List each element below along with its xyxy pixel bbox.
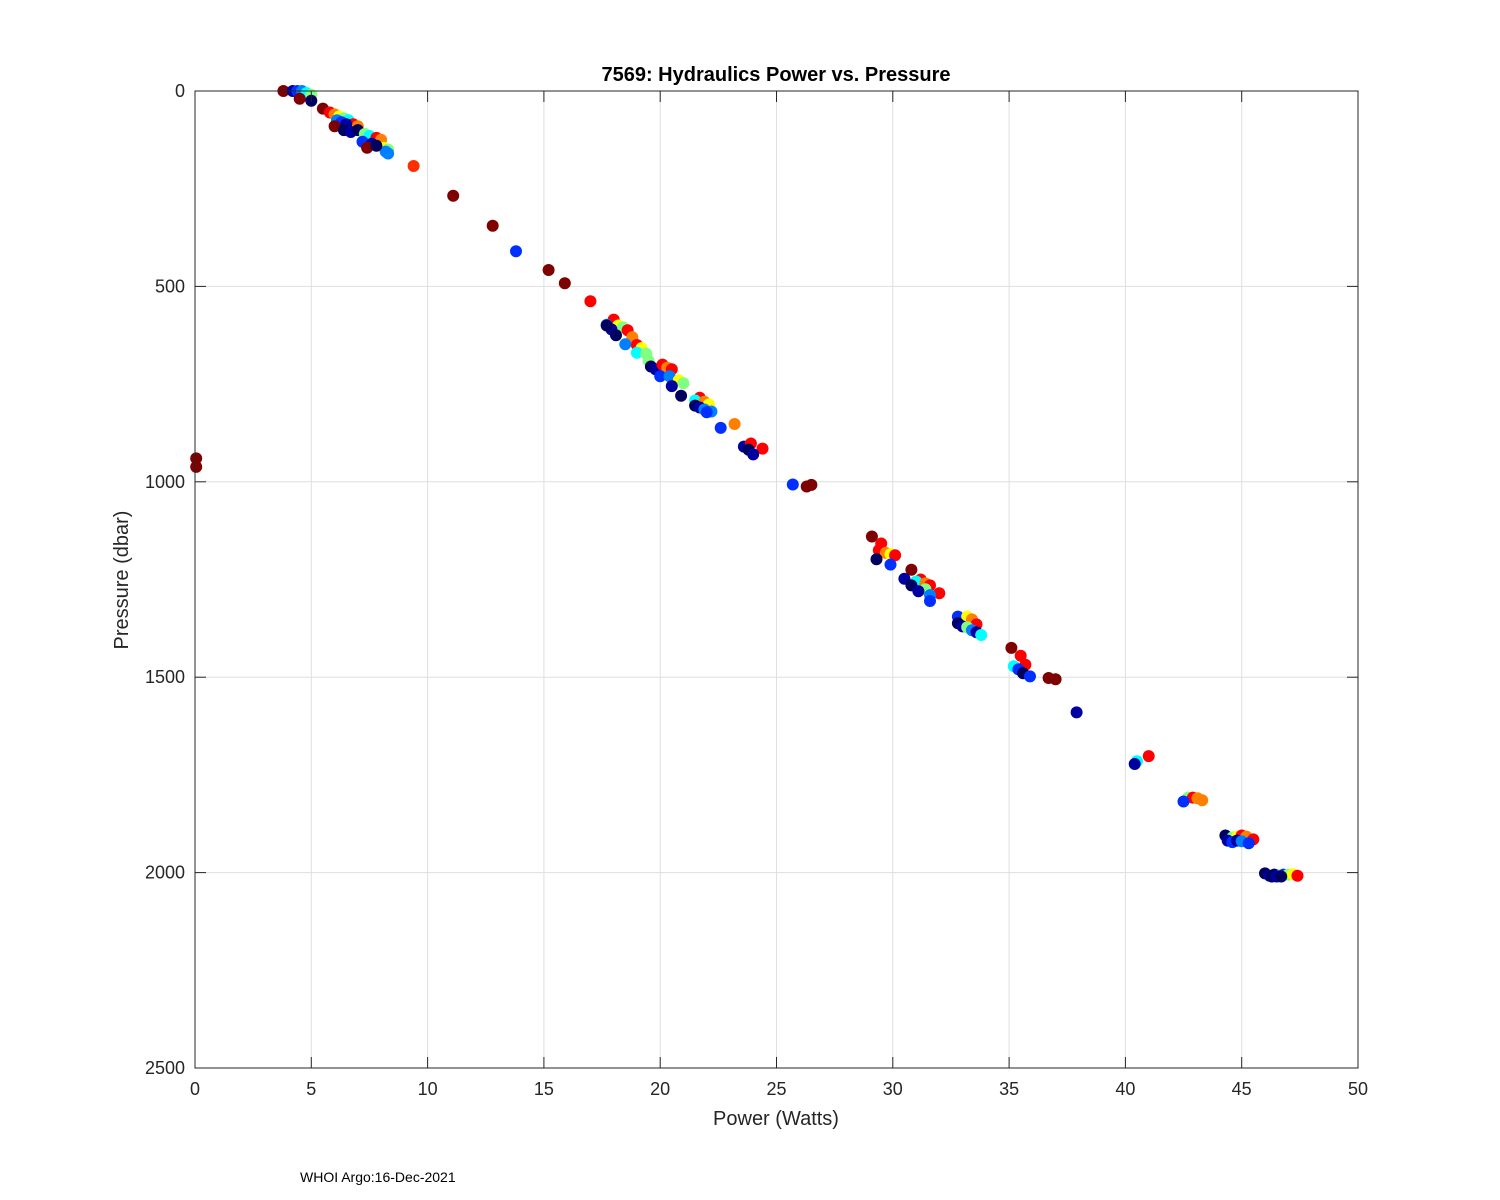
data-point bbox=[663, 370, 676, 383]
y-tick-label: 500 bbox=[155, 276, 185, 296]
data-point bbox=[865, 530, 878, 543]
data-point bbox=[677, 377, 690, 390]
x-tick-label: 10 bbox=[418, 1079, 438, 1099]
y-tick-label: 1000 bbox=[145, 472, 185, 492]
data-point bbox=[190, 452, 203, 465]
y-tick-label: 2500 bbox=[145, 1058, 185, 1078]
x-tick-label: 5 bbox=[306, 1079, 316, 1099]
x-tick-label: 15 bbox=[534, 1079, 554, 1099]
data-point bbox=[447, 189, 460, 202]
x-tick-label: 50 bbox=[1348, 1079, 1368, 1099]
data-point bbox=[654, 370, 667, 383]
data-point bbox=[558, 277, 571, 290]
chart-title: 7569: Hydraulics Power vs. Pressure bbox=[601, 64, 950, 86]
data-point bbox=[728, 418, 741, 430]
x-tick-label: 20 bbox=[650, 1079, 670, 1099]
data-point bbox=[1049, 673, 1062, 686]
data-point bbox=[630, 346, 643, 359]
data-point bbox=[619, 338, 632, 351]
data-point bbox=[542, 264, 555, 276]
data-point bbox=[675, 389, 688, 402]
data-point bbox=[361, 141, 374, 154]
y-tick-label: 2000 bbox=[145, 863, 185, 883]
data-point bbox=[889, 549, 902, 562]
data-point bbox=[610, 329, 622, 342]
x-tick-label: 0 bbox=[190, 1079, 200, 1099]
data-point bbox=[328, 120, 341, 133]
data-point bbox=[1142, 750, 1155, 763]
data-point bbox=[486, 219, 499, 232]
data-point bbox=[1291, 869, 1304, 882]
data-point bbox=[700, 406, 713, 419]
data-point bbox=[370, 139, 383, 152]
data-point bbox=[905, 563, 918, 576]
data-point bbox=[584, 295, 597, 308]
data-point bbox=[805, 478, 818, 491]
data-point bbox=[1024, 670, 1036, 683]
x-tick-label: 40 bbox=[1115, 1079, 1135, 1099]
data-point bbox=[510, 245, 522, 258]
data-point bbox=[382, 147, 395, 160]
y-tick-label: 1500 bbox=[145, 667, 185, 687]
data-point bbox=[665, 380, 678, 393]
data-point bbox=[1070, 706, 1083, 719]
data-point bbox=[1177, 795, 1190, 808]
data-point bbox=[1196, 794, 1209, 807]
data-point bbox=[600, 319, 613, 332]
data-point bbox=[975, 629, 988, 641]
data-point bbox=[786, 478, 799, 491]
x-tick-label: 35 bbox=[999, 1079, 1019, 1099]
data-point bbox=[884, 558, 897, 571]
x-tick-label: 30 bbox=[883, 1079, 903, 1099]
data-point bbox=[190, 460, 203, 473]
data-point bbox=[747, 448, 760, 461]
data-point bbox=[912, 585, 925, 598]
x-tick-label: 25 bbox=[766, 1079, 786, 1099]
data-point bbox=[714, 421, 727, 434]
data-point bbox=[870, 553, 883, 566]
data-point bbox=[1242, 837, 1255, 850]
data-point bbox=[293, 92, 306, 105]
data-point bbox=[1014, 649, 1027, 662]
data-points bbox=[190, 85, 1304, 883]
data-point bbox=[924, 595, 936, 607]
data-point bbox=[933, 587, 946, 600]
x-tick-label: 45 bbox=[1232, 1079, 1252, 1099]
data-point bbox=[407, 160, 420, 172]
y-axis-title: Pressure (dbar) bbox=[111, 511, 133, 650]
data-point bbox=[1005, 641, 1018, 654]
data-point bbox=[756, 442, 769, 455]
y-tick-label: 0 bbox=[175, 81, 185, 101]
footer-note: WHOI Argo:16-Dec-2021 bbox=[300, 1169, 456, 1185]
data-point bbox=[1275, 870, 1288, 883]
data-point bbox=[1128, 758, 1141, 770]
x-axis-title: Power (Watts) bbox=[713, 1108, 839, 1130]
